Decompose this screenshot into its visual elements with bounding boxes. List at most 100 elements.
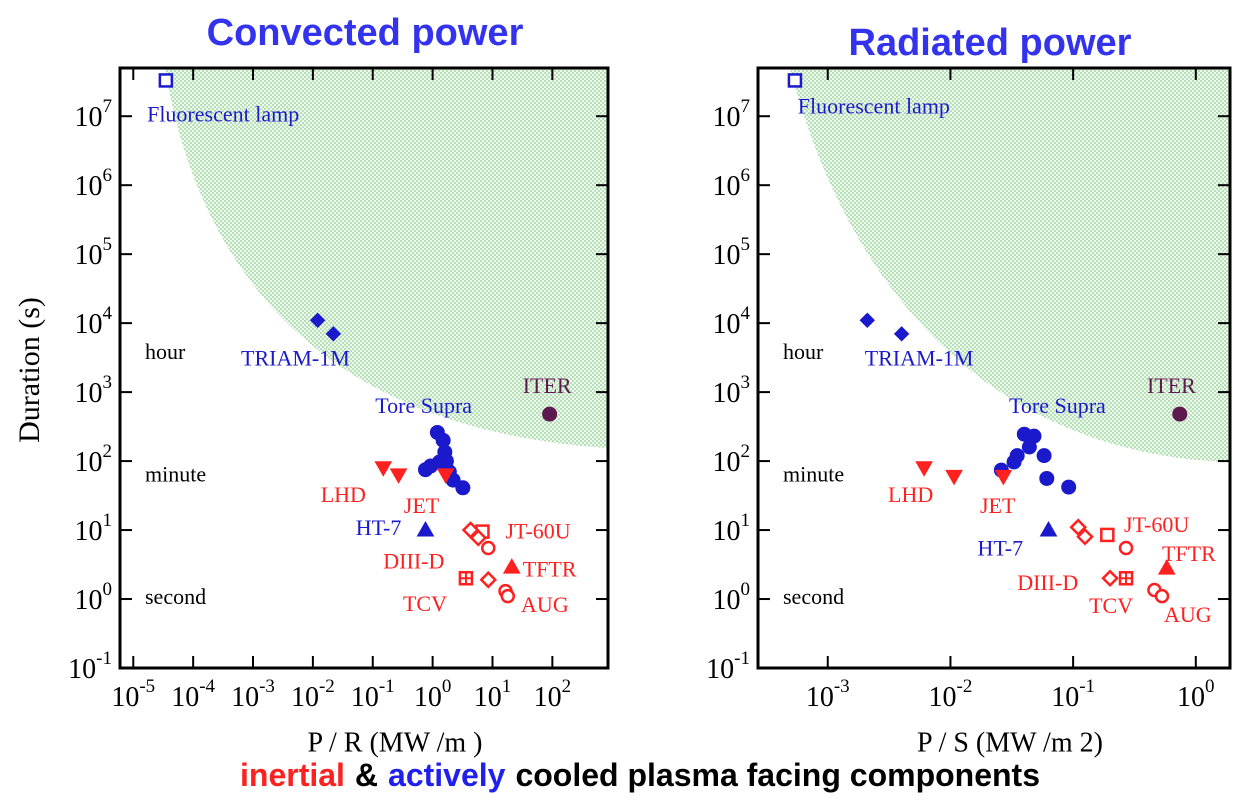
x-tick-base: 10 xyxy=(806,682,834,713)
x-tick-base: 10 xyxy=(1051,682,1079,713)
data-point xyxy=(1118,540,1134,556)
data-point xyxy=(502,558,521,574)
y-tick-exponent: 3 xyxy=(103,372,113,393)
y-tick-label: 10-1 xyxy=(706,648,750,685)
time-annotation: second xyxy=(783,584,844,609)
y-tick-label: 103 xyxy=(75,372,113,409)
caption-part: inertial xyxy=(240,757,345,793)
time-annotation: second xyxy=(145,584,206,609)
marker-shape xyxy=(1154,588,1170,604)
shaded-region xyxy=(790,68,1230,462)
y-tick-base: 10 xyxy=(75,585,103,616)
point-label: ITER xyxy=(523,373,572,398)
marker-shape xyxy=(479,571,498,589)
y-tick-exponent: 0 xyxy=(103,579,113,600)
marker-shape xyxy=(455,480,471,496)
y-tick-label: 106 xyxy=(75,166,113,203)
data-point xyxy=(1039,521,1058,537)
y-tick-label: 100 xyxy=(713,579,751,616)
point-label: JT-60U xyxy=(506,518,571,543)
point-label: JET xyxy=(980,493,1016,518)
x-tick-base: 10 xyxy=(351,682,379,713)
marker-shape xyxy=(1039,470,1055,486)
time-annotation: minute xyxy=(145,461,206,486)
y-tick-base: 10 xyxy=(75,516,103,547)
x-tick-exponent: -3 xyxy=(834,676,850,697)
y-tick-label: 101 xyxy=(713,510,751,547)
data-point xyxy=(1154,588,1170,604)
marker-shape xyxy=(1039,521,1058,537)
y-tick-label: 107 xyxy=(75,97,113,134)
marker-shape xyxy=(417,462,433,478)
marker-shape xyxy=(389,468,408,484)
caption: inertial & actively cooled plasma facing co… xyxy=(240,757,1040,793)
data-point xyxy=(994,469,1013,486)
y-tick-exponent: 2 xyxy=(741,441,751,462)
marker-shape xyxy=(542,406,558,422)
caption-part: actively xyxy=(388,757,506,793)
marker-shape xyxy=(500,588,516,604)
x-tick-exponent: -2 xyxy=(319,676,335,697)
x-tick-label: 10-1 xyxy=(351,676,395,713)
marker-shape xyxy=(893,326,910,342)
y-tick-exponent: 7 xyxy=(103,97,113,118)
x-tick-base: 10 xyxy=(171,682,199,713)
marker-shape xyxy=(436,468,455,484)
y-tick-exponent: 6 xyxy=(103,166,113,187)
x-tick-label: 10-3 xyxy=(806,676,850,713)
y-tick-base: 10 xyxy=(713,448,741,479)
marker-shape xyxy=(1076,527,1094,546)
x-tick-label: 10-4 xyxy=(171,676,215,713)
y-tick-label: 103 xyxy=(713,372,751,409)
y-tick-label: 104 xyxy=(713,303,751,340)
x-tick-exponent: -3 xyxy=(259,676,275,697)
marker-shape xyxy=(325,326,342,342)
x-tick-base: 10 xyxy=(291,682,319,713)
point-label: TFTR xyxy=(523,557,577,582)
x-tick-label: 100 xyxy=(414,676,452,713)
marker-shape xyxy=(945,469,963,486)
data-point xyxy=(325,326,342,342)
data-point xyxy=(469,529,488,547)
data-point xyxy=(787,73,803,88)
x-tick-label: 102 xyxy=(534,676,572,713)
x-tick-exponent: -5 xyxy=(139,676,155,697)
point-label: Fluorescent lamp xyxy=(147,101,299,126)
x-tick-label: 10-2 xyxy=(929,676,973,713)
y-tick-base: 10 xyxy=(713,310,741,341)
point-label: Tore Supra xyxy=(375,393,472,418)
point-label: DIII-D xyxy=(1017,570,1078,595)
marker-shape xyxy=(1006,454,1022,470)
data-point xyxy=(1006,454,1022,470)
y-tick-label: 101 xyxy=(75,510,113,547)
x-tick-label: 101 xyxy=(474,676,512,713)
y-tick-label: 107 xyxy=(713,97,751,134)
data-point xyxy=(1061,479,1077,495)
y-tick-exponent: 2 xyxy=(103,441,113,462)
marker-shape xyxy=(469,529,488,547)
y-tick-exponent: 3 xyxy=(741,372,751,393)
marker-shape xyxy=(1069,518,1087,536)
marker-shape xyxy=(158,73,174,88)
plot-frame xyxy=(118,66,610,670)
y-tick-base: 10 xyxy=(713,585,741,616)
marker-shape xyxy=(787,73,803,88)
x-tick-exponent: -4 xyxy=(199,676,215,697)
marker-shape xyxy=(1120,572,1133,585)
data-point xyxy=(455,480,471,496)
data-point xyxy=(458,571,474,586)
x-tick-exponent: 1 xyxy=(502,676,512,697)
y-tick-base: 10 xyxy=(75,310,103,341)
x-tick-base: 10 xyxy=(534,682,562,713)
y-tick-base: 10 xyxy=(713,379,741,410)
point-label: ITER xyxy=(1147,373,1196,398)
x-tick-label: 100 xyxy=(1177,676,1215,713)
data-point xyxy=(1076,527,1094,546)
point-label: TRIAM-1M xyxy=(865,345,974,370)
caption-part: cooled plasma facing components xyxy=(515,757,1040,793)
x-tick-exponent: 2 xyxy=(562,676,572,697)
y-tick-exponent: -1 xyxy=(734,648,750,669)
point-label: HT-7 xyxy=(356,515,402,540)
y-tick-label: 10-1 xyxy=(68,648,112,685)
